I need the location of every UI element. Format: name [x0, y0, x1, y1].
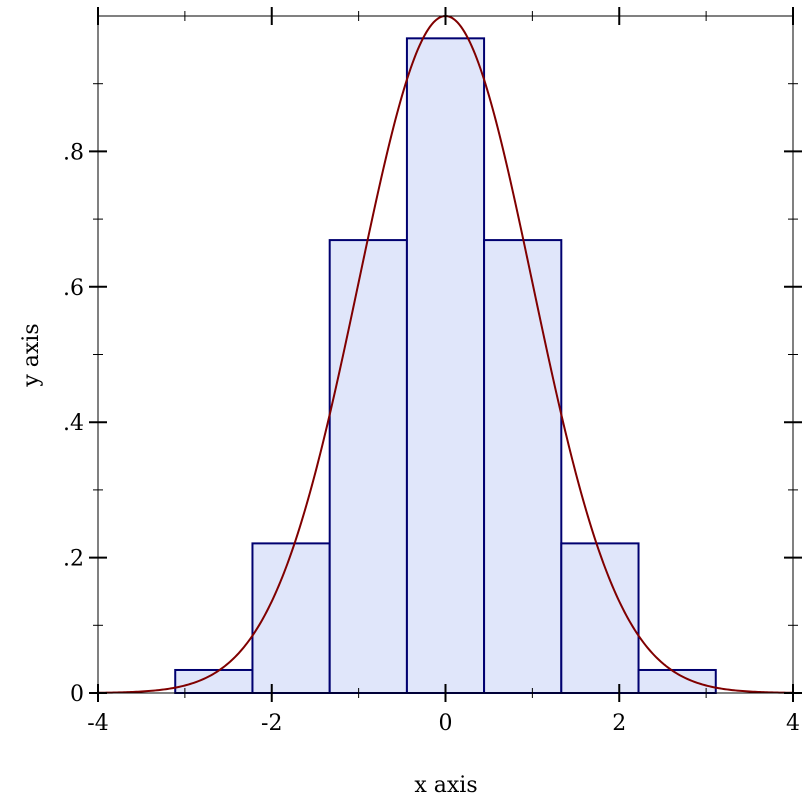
histogram-bar-2	[251, 542, 331, 694]
y-tick-label: .6	[63, 276, 84, 301]
histogram-bar-3	[328, 239, 408, 694]
y-axis-title: y axis	[19, 323, 44, 387]
x-tick-label: -4	[87, 711, 108, 736]
histogram-bar-5	[483, 239, 563, 694]
tick-labels: -4 -2 0 2 4 0 .2 .4 .6 .8	[63, 140, 800, 736]
y-tick-label: .2	[63, 547, 84, 572]
bars-layer	[174, 37, 717, 694]
y-tick-label: .8	[63, 140, 84, 165]
y-tick-label: 0	[70, 682, 84, 707]
x-tick-label: -2	[261, 711, 282, 736]
histogram-bar-6	[560, 542, 640, 694]
x-tick-label: 4	[786, 711, 800, 736]
histogram-bar-4	[405, 37, 486, 694]
x-tick-label: 2	[612, 711, 626, 736]
y-tick-label: .4	[63, 411, 84, 436]
ticks-layer	[89, 7, 802, 702]
x-tick-label: 0	[439, 711, 453, 736]
x-axis-title: x axis	[414, 773, 477, 798]
